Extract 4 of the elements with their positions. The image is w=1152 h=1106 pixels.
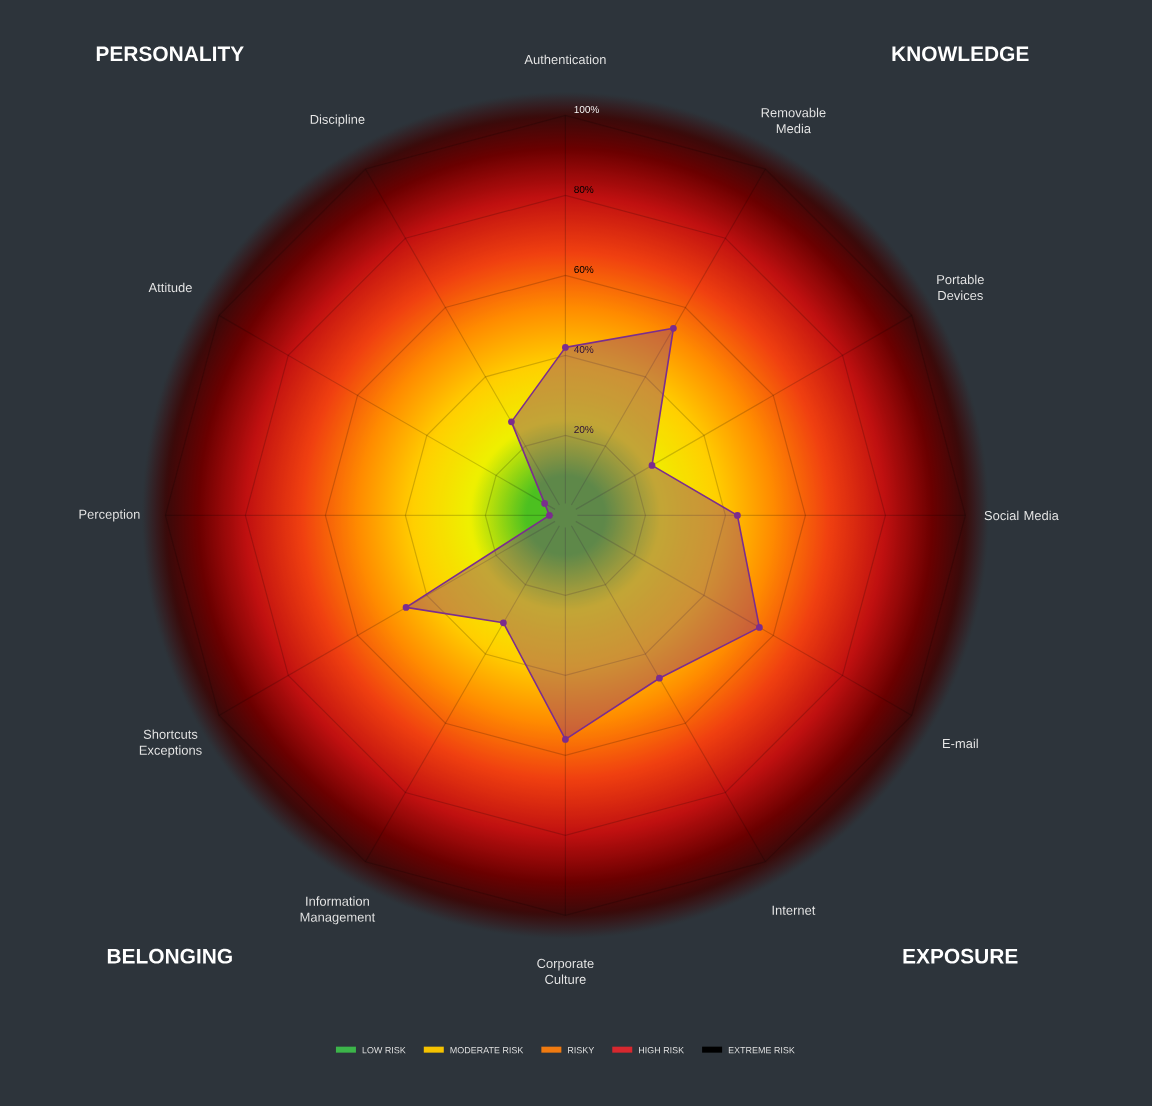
text: BELONGING [107, 948, 232, 964]
text: PERSONALITY [96, 46, 244, 62]
text: EXPOSURE [903, 948, 1018, 964]
text: KNOWLEDGE [892, 46, 1029, 62]
